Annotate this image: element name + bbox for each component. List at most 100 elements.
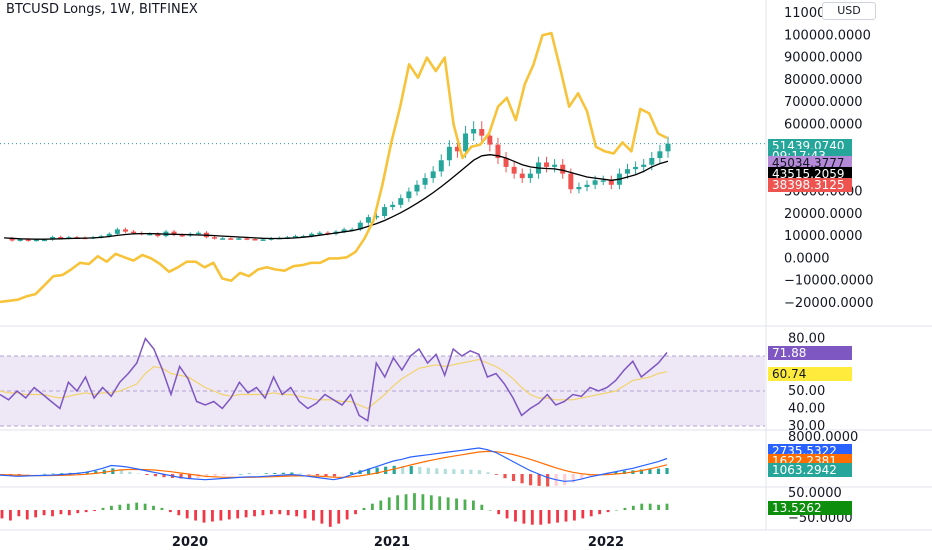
macd-histogram-bar — [43, 473, 47, 475]
oscillator-bar — [623, 507, 627, 510]
oscillator-bar — [194, 510, 198, 521]
main-y-tick: 20000.0000 — [784, 207, 863, 222]
oscillator-bar — [253, 510, 256, 517]
oscillator-bar — [236, 510, 240, 519]
oscillator-bar — [615, 510, 618, 511]
macd-histogram-bar — [367, 468, 371, 474]
rsi-value-tag-bg — [768, 346, 852, 360]
price-tag-group: 45034.3777 — [768, 156, 852, 170]
candle-body — [454, 146, 460, 152]
candle-body — [552, 164, 558, 167]
oscillator-bar — [573, 510, 576, 521]
candle-body — [414, 184, 420, 192]
macd-histogram-bar — [656, 468, 661, 474]
oscillator-bar — [387, 497, 391, 510]
candle-body — [422, 178, 428, 185]
candle-body — [544, 162, 550, 167]
price-tag: 43515.2059 — [772, 167, 845, 181]
price-tag-bg — [768, 156, 852, 170]
candle-body — [155, 233, 161, 237]
macd-histogram-bar — [341, 474, 345, 475]
oscillator-bar — [152, 505, 155, 510]
candle-body — [584, 184, 590, 187]
oscillator-bar — [76, 510, 80, 514]
macd-histogram-bar — [273, 472, 277, 474]
macd-hist-tag: 1063.2942 — [772, 463, 837, 477]
time-axis-label: 2021 — [374, 535, 410, 550]
macd-histogram-bar — [639, 469, 644, 474]
macd-histogram-bar — [477, 470, 482, 474]
macd-histogram-bar — [349, 472, 354, 474]
candle-body — [341, 229, 347, 232]
candle-body — [179, 234, 185, 237]
candle-body — [657, 151, 663, 158]
oscillator-bar — [631, 505, 635, 510]
oscillator-bar — [126, 503, 130, 510]
candle-body — [244, 238, 250, 240]
candle-body — [438, 160, 444, 172]
macd-histogram-bar — [426, 467, 430, 474]
macd-histogram-bar — [546, 474, 550, 487]
oscillator-bar — [160, 507, 164, 510]
rsi-y-tick: 80.00 — [788, 332, 825, 347]
main-y-tick: 0.0000 — [784, 251, 830, 266]
oscillator-bar — [93, 510, 96, 512]
oscillator-bar — [110, 505, 113, 510]
oscillator-bar — [286, 510, 290, 516]
macd-histogram-bar — [162, 474, 166, 478]
candle-body — [50, 236, 56, 240]
candle-body — [479, 129, 485, 136]
macd-histogram-bar — [520, 474, 524, 484]
candle-body — [503, 158, 509, 167]
macd-histogram-bar — [298, 473, 302, 474]
rsi-value-tag: 71.88 — [772, 346, 806, 360]
time-axis-label: 2020 — [172, 535, 208, 550]
macd-histogram-bar — [452, 469, 456, 474]
candle-body — [317, 232, 323, 235]
candle-body — [252, 238, 258, 241]
oscillator-bar — [168, 510, 172, 513]
oscillator-bar — [67, 510, 71, 516]
oscillator-bar — [202, 510, 206, 523]
oscillator-bar — [514, 510, 517, 522]
macd-histogram-bar — [60, 473, 64, 474]
candle-body — [665, 143, 671, 152]
oscillator-bar — [657, 504, 660, 510]
time-axis-label: 2022 — [588, 535, 624, 550]
candle-body — [560, 164, 566, 174]
candle-body — [471, 129, 477, 134]
oscillator-bar — [9, 510, 12, 521]
oscillator-bar — [446, 497, 450, 510]
candle-body — [260, 239, 266, 241]
candle-body — [58, 236, 64, 239]
macd-histogram-bar — [119, 470, 123, 474]
candle-body — [592, 180, 598, 185]
oscillator-bar — [522, 510, 526, 524]
macd-histogram-bar — [469, 469, 473, 474]
macd-histogram-bar — [384, 466, 388, 474]
oscillator-bar — [362, 507, 366, 510]
oscillator-bar — [295, 510, 299, 517]
oscillator-bar — [471, 500, 475, 510]
candle-body — [106, 233, 112, 237]
oscillator-bar — [320, 510, 324, 524]
oscillator-bar — [539, 510, 543, 525]
candle-body — [33, 239, 39, 242]
candle-body — [625, 169, 631, 174]
currency-selector[interactable]: USD — [822, 2, 876, 20]
candle-body — [131, 231, 137, 234]
macd-line — [0, 447, 668, 482]
oscillator-bar — [278, 510, 282, 515]
macd-histogram-bar — [332, 474, 337, 477]
oscillator-bar — [101, 507, 105, 510]
oscillator-bar — [648, 503, 652, 510]
price-tag: 45034.3777 — [772, 156, 845, 170]
macd-histogram-bar — [324, 474, 328, 476]
price-tag-group: 43515.2059 — [768, 167, 852, 181]
oscillator-bar — [463, 499, 467, 510]
oscillator-bar — [269, 510, 273, 515]
rsi-y-tick: 50.00 — [788, 384, 825, 399]
oscillator-bar — [455, 498, 458, 510]
